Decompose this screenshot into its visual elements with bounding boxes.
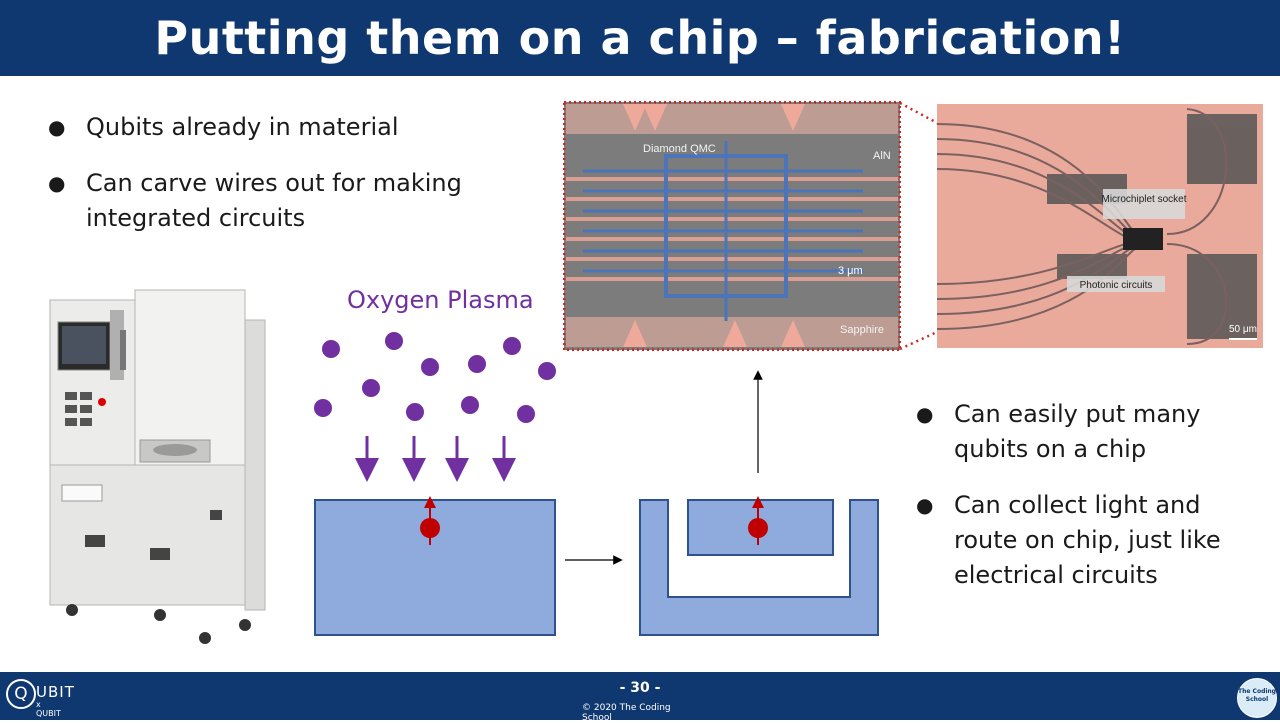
sem-micrograph-image: Diamond QMC AlN 3 μm Sapphire	[563, 101, 901, 351]
bullet-text: Qubits already in material	[86, 113, 399, 141]
label-aln: AlN	[873, 150, 891, 162]
plasma-arrows	[355, 436, 516, 482]
label-socket-line: Microchiplet socket	[1101, 194, 1186, 205]
label-diamond-qmc: Diamond QMC	[643, 143, 716, 155]
bullet-list-right: ● Can easily put many qubits on a chip ●…	[916, 397, 1236, 614]
photonic-chip-image: Microchiplet socket Photonic circuits 50…	[937, 104, 1263, 348]
bullet-text: Can collect light and route on chip, jus…	[954, 491, 1221, 589]
qubit-icon	[420, 496, 440, 545]
plasma-particles	[314, 332, 556, 423]
bullet-list-left: ● Qubits already in material ● Can carve…	[48, 110, 508, 257]
footer-bar	[0, 672, 1280, 720]
bullet-text: Can easily put many qubits on a chip	[954, 400, 1201, 463]
coding-school-logo: The Coding School	[1237, 678, 1277, 718]
coding-school-logo-text: The Coding School	[1238, 688, 1276, 703]
bullet-item: ● Qubits already in material	[48, 110, 508, 145]
plasma-label: Oxygen Plasma	[347, 286, 534, 314]
label-microchiplet-socket: Microchiplet socket	[1101, 194, 1186, 205]
qubit-icon	[748, 496, 768, 545]
bullet-text: Can carve wires out for making integrate…	[86, 169, 462, 232]
label-chip-scale-bar: 50 μm	[1229, 324, 1257, 335]
bullet-icon: ●	[916, 402, 934, 426]
bullet-item: ● Can collect light and route on chip, j…	[916, 488, 1236, 593]
bullet-icon: ●	[48, 171, 66, 195]
title-bar: Putting them on a chip – fabrication!	[0, 0, 1280, 76]
bullet-item: ● Can carve wires out for making integra…	[48, 166, 508, 236]
qubit-logo-icon: Q	[6, 679, 36, 709]
plasma-etching-diagram	[314, 332, 879, 636]
qubit-logo-subtext: x QUBIT	[36, 700, 61, 718]
label-scale-bar: 3 μm	[838, 265, 863, 277]
label-sapphire: Sapphire	[840, 324, 884, 336]
qubit-logo-text: UBIT	[36, 683, 75, 701]
slide-title: Putting them on a chip – fabrication!	[154, 11, 1126, 65]
label-photonic-circuits: Photonic circuits	[1080, 280, 1153, 291]
bullet-icon: ●	[916, 493, 934, 517]
etched-substrate	[639, 499, 879, 636]
bullet-item: ● Can easily put many qubits on a chip	[916, 397, 1236, 467]
page-number: - 30 -	[619, 680, 661, 696]
copyright-text: © 2020 The Coding School	[582, 703, 671, 723]
fabrication-machine-image	[49, 289, 266, 644]
bullet-icon: ●	[48, 115, 66, 139]
